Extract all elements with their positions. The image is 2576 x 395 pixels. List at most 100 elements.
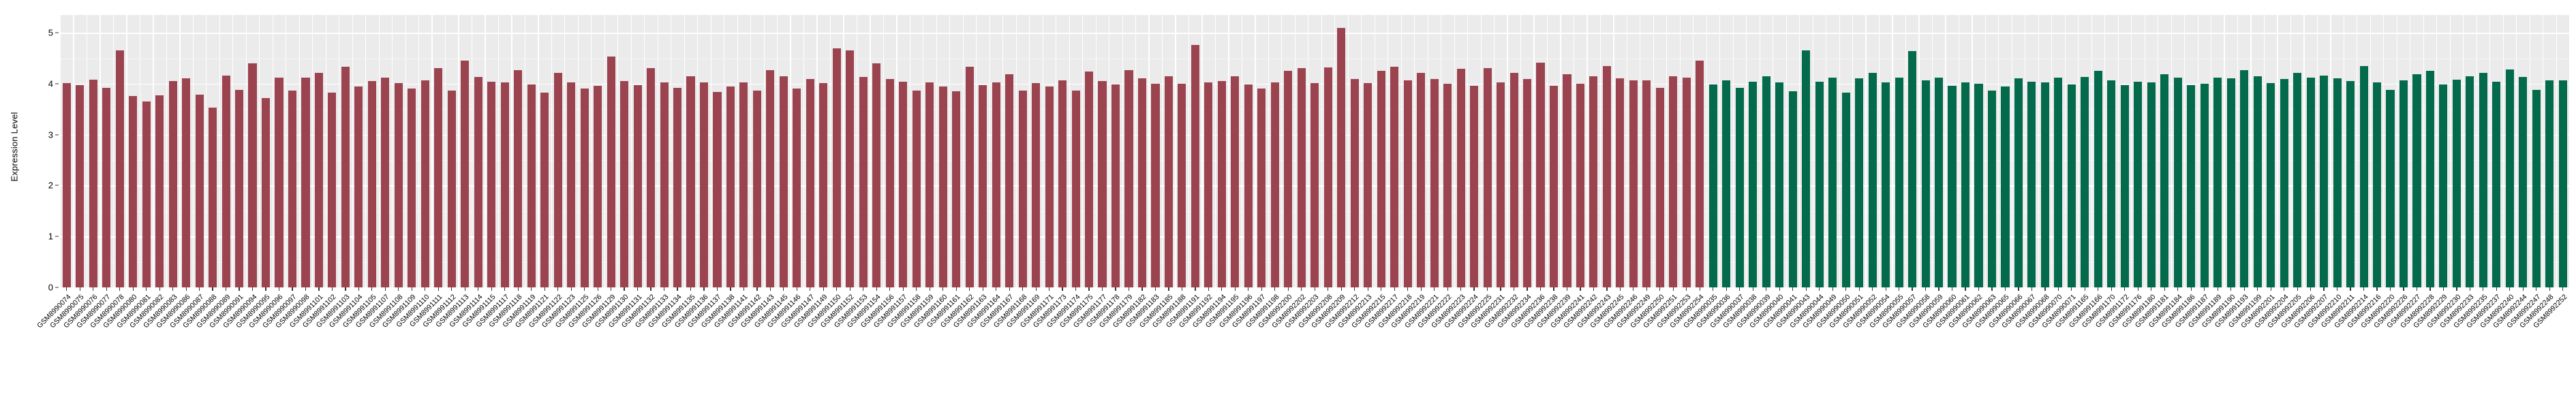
bar[interactable]	[2067, 84, 2076, 287]
bar[interactable]	[275, 77, 283, 287]
bar[interactable]	[620, 81, 629, 287]
bar[interactable]	[660, 82, 669, 287]
bar[interactable]	[328, 92, 337, 287]
bar[interactable]	[261, 97, 271, 287]
bar[interactable]	[1802, 50, 1811, 287]
bar[interactable]	[248, 63, 257, 287]
bar[interactable]	[1815, 81, 1824, 287]
bar[interactable]	[1775, 82, 1784, 287]
bar[interactable]	[1018, 90, 1027, 287]
bar[interactable]	[912, 91, 921, 287]
bar[interactable]	[1270, 82, 1279, 287]
bar[interactable]	[633, 85, 642, 287]
bar[interactable]	[726, 86, 735, 287]
bar[interactable]	[1563, 74, 1571, 287]
bar[interactable]	[2187, 85, 2196, 287]
bar[interactable]	[1204, 82, 1213, 287]
bar[interactable]	[1987, 91, 1997, 287]
bar[interactable]	[341, 66, 350, 287]
bar[interactable]	[1642, 80, 1651, 287]
bar[interactable]	[2213, 77, 2222, 287]
bar[interactable]	[2094, 71, 2102, 287]
bar[interactable]	[2439, 84, 2448, 287]
bar[interactable]	[301, 77, 310, 287]
bar[interactable]	[1005, 74, 1014, 287]
bar[interactable]	[2346, 81, 2355, 287]
bar[interactable]	[1841, 93, 1850, 287]
bar[interactable]	[2492, 81, 2501, 287]
bar[interactable]	[647, 67, 656, 287]
bar[interactable]	[500, 82, 509, 287]
bar[interactable]	[607, 57, 615, 287]
bar[interactable]	[115, 50, 124, 287]
bar[interactable]	[1085, 72, 1094, 287]
bar[interactable]	[2147, 82, 2156, 287]
bar[interactable]	[580, 88, 589, 287]
bar[interactable]	[461, 61, 470, 287]
bar[interactable]	[1191, 45, 1199, 287]
bar[interactable]	[1602, 65, 1611, 287]
bar[interactable]	[1071, 90, 1080, 287]
bar[interactable]	[2519, 77, 2528, 287]
bar[interactable]	[1974, 83, 1983, 287]
bar[interactable]	[1098, 81, 1107, 287]
bar[interactable]	[1696, 61, 1704, 287]
bar[interactable]	[434, 67, 443, 287]
bar[interactable]	[1536, 63, 1545, 287]
bar[interactable]	[1828, 77, 1837, 287]
bar[interactable]	[713, 91, 722, 287]
bar[interactable]	[2160, 74, 2169, 287]
bar[interactable]	[89, 79, 97, 287]
bar[interactable]	[1669, 76, 1678, 287]
bar[interactable]	[1855, 78, 1864, 287]
bar[interactable]	[793, 88, 801, 287]
bar[interactable]	[540, 93, 549, 287]
bar[interactable]	[952, 91, 961, 287]
bar[interactable]	[1151, 83, 1160, 287]
bar[interactable]	[1137, 78, 1147, 287]
bar[interactable]	[1868, 72, 1877, 287]
bar[interactable]	[1284, 70, 1293, 287]
bar[interactable]	[553, 72, 562, 287]
bar[interactable]	[1456, 69, 1465, 287]
bar[interactable]	[1961, 82, 1970, 287]
bar[interactable]	[2134, 81, 2143, 287]
bar[interactable]	[2399, 80, 2408, 287]
bar[interactable]	[195, 94, 204, 287]
bar[interactable]	[766, 69, 775, 287]
bar[interactable]	[872, 63, 881, 287]
bar[interactable]	[1377, 70, 1385, 287]
bar[interactable]	[1045, 86, 1054, 287]
bar[interactable]	[673, 87, 682, 287]
bar[interactable]	[739, 82, 748, 287]
bar[interactable]	[1390, 66, 1399, 287]
bar[interactable]	[102, 87, 111, 287]
bar[interactable]	[1231, 76, 1240, 287]
bar[interactable]	[2372, 82, 2382, 287]
bar[interactable]	[221, 75, 230, 287]
bar[interactable]	[1470, 85, 1479, 287]
bar[interactable]	[2333, 78, 2342, 287]
bar[interactable]	[992, 82, 1000, 287]
bar[interactable]	[779, 76, 788, 287]
bar[interactable]	[2320, 75, 2329, 287]
bar[interactable]	[1735, 87, 1744, 287]
bar[interactable]	[2558, 80, 2567, 287]
bar[interactable]	[1111, 84, 1120, 287]
bar[interactable]	[474, 77, 482, 287]
bar[interactable]	[447, 91, 456, 287]
bar[interactable]	[527, 84, 536, 287]
bar[interactable]	[1682, 77, 1691, 287]
bar[interactable]	[2040, 82, 2049, 287]
bar[interactable]	[2386, 89, 2395, 287]
bar[interactable]	[806, 79, 814, 287]
bar[interactable]	[2452, 79, 2461, 287]
bar[interactable]	[899, 81, 908, 287]
bar[interactable]	[1337, 27, 1346, 287]
bar[interactable]	[2226, 78, 2235, 287]
bar[interactable]	[1178, 83, 1186, 287]
bar[interactable]	[1882, 82, 1890, 287]
bar[interactable]	[1058, 80, 1067, 287]
bar[interactable]	[487, 81, 496, 287]
bar[interactable]	[2200, 83, 2209, 287]
